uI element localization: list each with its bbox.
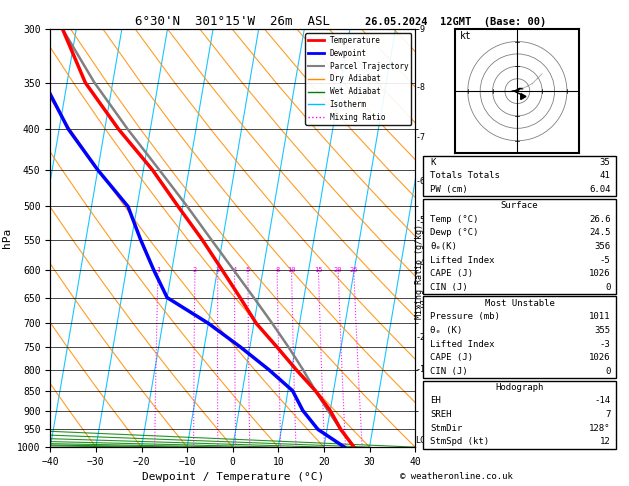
Text: EH: EH — [430, 397, 441, 405]
Text: -9: -9 — [415, 25, 425, 34]
Text: Lifted Index: Lifted Index — [430, 256, 495, 264]
Text: Dewp (°C): Dewp (°C) — [430, 228, 479, 237]
Text: Lifted Index: Lifted Index — [430, 340, 495, 348]
Text: StmSpd (kt): StmSpd (kt) — [430, 437, 489, 446]
Text: 26.6: 26.6 — [589, 215, 611, 224]
Y-axis label: hPa: hPa — [1, 228, 11, 248]
Text: 4: 4 — [233, 267, 237, 273]
Text: Hodograph: Hodograph — [496, 383, 543, 392]
Text: Pressure (mb): Pressure (mb) — [430, 312, 500, 321]
Text: 1026: 1026 — [589, 269, 611, 278]
Text: 10: 10 — [287, 267, 296, 273]
Text: 2: 2 — [193, 267, 197, 273]
FancyBboxPatch shape — [423, 156, 616, 196]
Text: 41: 41 — [600, 172, 611, 180]
Text: 12: 12 — [600, 437, 611, 446]
Text: 6.04: 6.04 — [589, 185, 611, 194]
Legend: Temperature, Dewpoint, Parcel Trajectory, Dry Adiabat, Wet Adiabat, Isotherm, Mi: Temperature, Dewpoint, Parcel Trajectory… — [305, 33, 411, 125]
Text: 15: 15 — [314, 267, 323, 273]
Text: 355: 355 — [594, 326, 611, 335]
FancyBboxPatch shape — [423, 381, 616, 449]
X-axis label: Dewpoint / Temperature (°C): Dewpoint / Temperature (°C) — [142, 472, 324, 483]
Text: 8: 8 — [275, 267, 279, 273]
Text: 7: 7 — [605, 410, 611, 419]
Text: LCL: LCL — [415, 435, 430, 445]
Text: -3: -3 — [415, 301, 425, 310]
Text: StmDir: StmDir — [430, 424, 463, 433]
Text: Mixing Ratio (g/kg): Mixing Ratio (g/kg) — [415, 224, 424, 319]
Text: -14: -14 — [594, 397, 611, 405]
Text: 0: 0 — [605, 283, 611, 292]
Text: -7: -7 — [415, 133, 425, 142]
Text: -5: -5 — [600, 256, 611, 264]
Text: CIN (J): CIN (J) — [430, 367, 468, 376]
Text: kt: kt — [460, 31, 472, 41]
Text: -1: -1 — [415, 365, 425, 374]
Text: 0: 0 — [605, 367, 611, 376]
FancyBboxPatch shape — [423, 296, 616, 378]
Text: -4: -4 — [415, 260, 425, 268]
Text: 1011: 1011 — [589, 312, 611, 321]
Text: K: K — [430, 158, 436, 167]
Text: -3: -3 — [600, 340, 611, 348]
Text: -6: -6 — [415, 177, 425, 186]
Title: 6°30'N  301°15'W  26m  ASL: 6°30'N 301°15'W 26m ASL — [135, 15, 330, 28]
Text: © weatheronline.co.uk: © weatheronline.co.uk — [399, 472, 513, 481]
Text: PW (cm): PW (cm) — [430, 185, 468, 194]
FancyBboxPatch shape — [423, 199, 616, 294]
Y-axis label: km
ASL: km ASL — [433, 238, 451, 260]
Text: 26.05.2024  12GMT  (Base: 00): 26.05.2024 12GMT (Base: 00) — [365, 17, 547, 27]
Text: 128°: 128° — [589, 424, 611, 433]
Text: θₑ(K): θₑ(K) — [430, 242, 457, 251]
Text: Surface: Surface — [501, 201, 538, 210]
Text: Most Unstable: Most Unstable — [484, 299, 555, 308]
Text: 35: 35 — [600, 158, 611, 167]
Text: 356: 356 — [594, 242, 611, 251]
Text: 1026: 1026 — [589, 353, 611, 362]
Text: -8: -8 — [415, 83, 425, 92]
Text: θₑ (K): θₑ (K) — [430, 326, 463, 335]
Text: 25: 25 — [350, 267, 358, 273]
Text: SREH: SREH — [430, 410, 452, 419]
Text: CAPE (J): CAPE (J) — [430, 269, 474, 278]
Text: CAPE (J): CAPE (J) — [430, 353, 474, 362]
Text: 20: 20 — [334, 267, 342, 273]
Text: CIN (J): CIN (J) — [430, 283, 468, 292]
Text: 24.5: 24.5 — [589, 228, 611, 237]
Text: 5: 5 — [246, 267, 250, 273]
Text: -2: -2 — [415, 333, 425, 342]
Text: Temp (°C): Temp (°C) — [430, 215, 479, 224]
Text: Totals Totals: Totals Totals — [430, 172, 500, 180]
Text: -5: -5 — [415, 216, 425, 225]
Text: 3: 3 — [216, 267, 220, 273]
Text: 1: 1 — [156, 267, 160, 273]
